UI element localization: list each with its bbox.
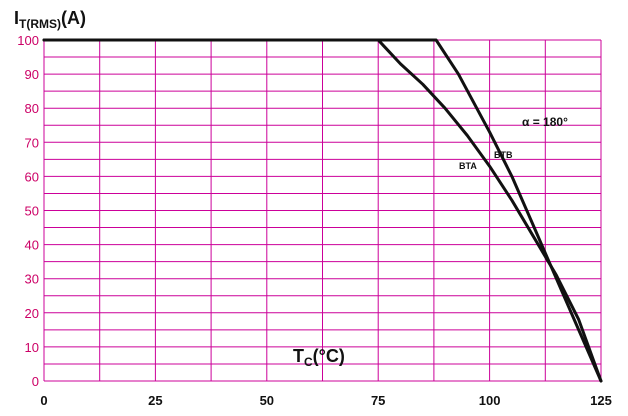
x-tick-label: 25	[148, 393, 162, 408]
y-axis-ticks: 0 10 20 30 40 50 60 70 80 90 100	[17, 33, 39, 389]
y-tick-label: 0	[32, 374, 39, 389]
series-label-btb: BTB	[494, 150, 513, 160]
y-tick-label: 50	[25, 204, 39, 219]
x-tick-label: 125	[590, 393, 612, 408]
series-label-bta: BTA	[459, 161, 477, 171]
chart-series	[42, 38, 603, 383]
x-tick-label: 100	[479, 393, 501, 408]
y-tick-label: 90	[25, 67, 39, 82]
y-tick-label: 100	[17, 33, 39, 48]
series-line-bta	[42, 38, 603, 383]
chart-grid	[43, 39, 602, 382]
y-axis-title-main: I	[14, 8, 19, 28]
x-axis-title-sub: C	[304, 355, 313, 369]
y-tick-label: 20	[25, 306, 39, 321]
x-tick-label: 75	[371, 393, 385, 408]
y-tick-label: 10	[25, 340, 39, 355]
y-axis-title: IT(RMS)(A)	[14, 8, 86, 31]
x-axis-title-unit: (°C)	[313, 346, 345, 366]
y-tick-label: 40	[25, 238, 39, 253]
y-tick-label: 70	[25, 135, 39, 150]
x-tick-label: 50	[260, 393, 274, 408]
x-axis-ticks: 0 25 50 75 100 125	[40, 393, 611, 408]
x-tick-label: 0	[40, 393, 47, 408]
y-axis-title-sub: T(RMS)	[19, 17, 61, 31]
y-axis-title-unit: (A)	[61, 8, 86, 28]
y-tick-label: 60	[25, 169, 39, 184]
series-line-btb	[42, 38, 603, 383]
x-axis-title-main: T	[293, 346, 304, 366]
y-tick-label: 30	[25, 272, 39, 287]
x-axis-title: TC(°C)	[293, 346, 345, 369]
alpha-annotation: α = 180°	[522, 115, 568, 129]
y-tick-label: 80	[25, 101, 39, 116]
